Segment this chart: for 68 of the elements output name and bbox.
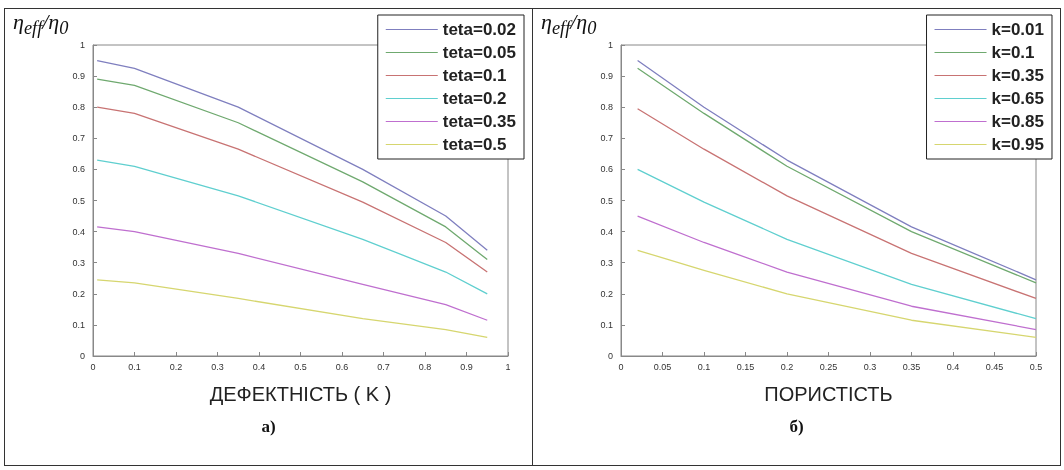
x-tick-label: 0.15: [736, 361, 755, 372]
x-tick-label: 0.3: [211, 361, 224, 372]
legend-label: teta=0.5: [442, 135, 507, 154]
y-tick-label: 0.8: [600, 102, 613, 113]
y-tick-label: 0.9: [72, 71, 85, 82]
x-tick-label: 0.45: [985, 361, 1004, 372]
line-series: [636, 249, 1037, 338]
x-tick-label: 0.5: [1029, 361, 1043, 372]
y-tick-label: 0.6: [600, 164, 613, 175]
line-series: [96, 226, 488, 321]
legend-label: teta=0.1: [442, 66, 507, 85]
y-tick-label: 0.5: [72, 195, 85, 206]
x-tick-label: 0.2: [169, 361, 183, 372]
y-tick-label: 0: [79, 351, 85, 361]
line-series: [96, 279, 488, 338]
y-tick-label: 0.9: [600, 71, 613, 82]
y-axis-title: η$_{eff}$/η$_{0}$: [13, 9, 69, 40]
x-tick-label: 0.05: [653, 361, 672, 372]
y-tick-label: 0.5: [600, 195, 613, 206]
legend-label: k=0.85: [991, 112, 1045, 131]
x-tick-label: 0.9: [460, 361, 473, 372]
y-axis-title: η$_{eff}$/η$_{0}$: [541, 9, 597, 40]
legend-label: teta=0.35: [442, 112, 516, 131]
x-tick-label: 0.3: [863, 361, 877, 372]
line-series: [636, 215, 1037, 331]
line-series: [96, 159, 488, 295]
x-tick-label: 0.35: [902, 361, 921, 372]
x-tick-label: 0.5: [294, 361, 307, 372]
x-tick-label: 0.25: [819, 361, 838, 372]
line-series: [636, 168, 1037, 320]
y-tick-label: 0: [607, 351, 613, 361]
x-tick-label: 0.6: [335, 361, 349, 372]
legend-label: k=0.35: [991, 66, 1045, 85]
x-tick-label: 0.1: [128, 361, 141, 372]
x-tick-label: 0.7: [377, 361, 390, 372]
text: б): [788, 417, 805, 437]
legend-label: teta=0.2: [442, 89, 507, 108]
x-tick-label: 0.4: [946, 361, 960, 372]
y-tick-label: 0.4: [600, 226, 613, 237]
x-tick-label: 0.1: [697, 361, 711, 372]
x-axis-title: ДЕФЕКТНІСТЬ ( K ): [209, 383, 392, 405]
y-tick-label: 0.8: [72, 102, 85, 113]
legend-label: k=0.1: [991, 43, 1035, 62]
x-tick-label: 0: [618, 361, 624, 372]
y-tick-label: 1: [79, 40, 85, 50]
y-tick-label: 1: [607, 40, 613, 50]
y-tick-label: 0.1: [72, 319, 85, 330]
x-tick-label: 0.4: [252, 361, 266, 372]
y-tick-label: 0.2: [600, 288, 613, 299]
y-tick-label: 0.3: [600, 257, 613, 268]
y-tick-label: 0.1: [600, 319, 613, 330]
legend-label: k=0.65: [991, 89, 1045, 108]
y-tick-label: 0.7: [72, 133, 85, 144]
y-tick-label: 0.2: [72, 288, 85, 299]
legend-label: k=0.95: [991, 135, 1045, 154]
y-tick-label: 0.4: [72, 226, 85, 237]
x-tick-label: 1: [505, 361, 511, 372]
x-tick-label: 0.8: [418, 361, 432, 372]
y-tick-label: 0.7: [600, 133, 613, 144]
x-axis-title: ПОРИСТІСТЬ: [764, 383, 893, 405]
legend-label: teta=0.02: [442, 20, 516, 39]
legend-label: k=0.01: [991, 20, 1045, 39]
y-tick-label: 0.6: [72, 164, 85, 175]
x-tick-label: 0: [90, 361, 96, 372]
y-tick-label: 0.3: [72, 257, 85, 268]
x-tick-label: 0.2: [780, 361, 794, 372]
text: а): [260, 417, 277, 437]
legend-label: teta=0.05: [442, 43, 516, 62]
